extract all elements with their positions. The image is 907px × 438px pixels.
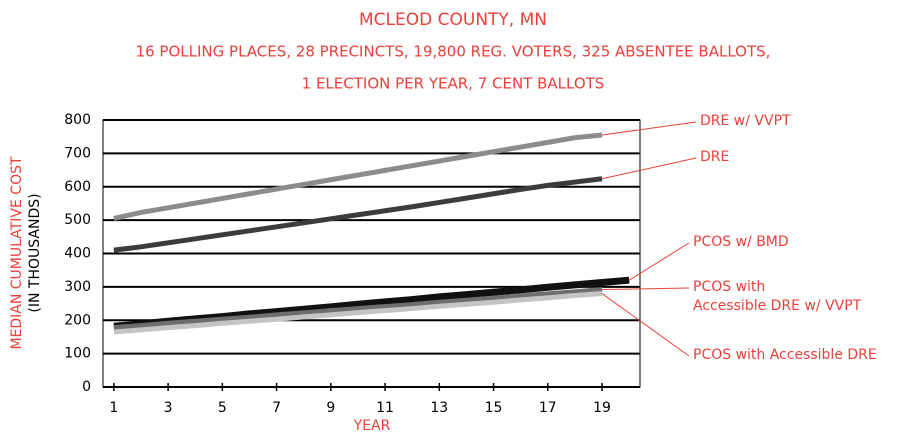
y-axis-unit: (IN THOUSANDS): [27, 193, 43, 312]
x-tick-label: 13: [430, 400, 448, 416]
y-tick-label: 300: [64, 279, 91, 295]
chart-subtitle: 16 POLLING PLACES, 28 PRECINCTS, 19,800 …: [136, 43, 771, 61]
y-tick-label: 700: [64, 145, 91, 161]
y-tick-label: 600: [64, 179, 91, 195]
leader-line: [601, 293, 690, 357]
y-tick-label: 100: [64, 346, 91, 362]
series-line: [113, 291, 603, 335]
series-label: PCOS with Accessible DRE: [693, 347, 877, 363]
x-tick-label: 19: [593, 400, 611, 416]
y-tick-label: 0: [82, 379, 91, 395]
plot-frame: [102, 119, 641, 388]
x-tick-label: 17: [539, 400, 557, 416]
series-line: [113, 287, 603, 331]
y-tick-label: 400: [64, 246, 91, 262]
y-axis-label: MEDIAN CUMULATIVE COST: [9, 156, 25, 350]
series-line: [113, 132, 603, 221]
series-label: DRE: [700, 149, 730, 165]
leader-line: [628, 242, 690, 281]
series-line: [113, 176, 603, 253]
series-label: PCOS w/ BMD: [693, 234, 789, 250]
x-tick-label: 7: [272, 400, 281, 416]
leader-line: [601, 121, 697, 136]
chart-subtitle: 1 ELECTION PER YEAR, 7 CENT BALLOTS: [302, 75, 605, 93]
series-label: DRE w/ VVPT: [700, 113, 791, 129]
x-axis-label: YEAR: [353, 418, 391, 434]
chart-title: MCLEOD COUNTY, MN: [359, 10, 547, 30]
leader-line: [602, 287, 690, 291]
series-label: PCOS with Accessible DRE w/ VVPT: [693, 279, 862, 314]
x-tick-label: 5: [218, 400, 227, 416]
y-tick-label: 800: [64, 112, 91, 128]
x-tick-label: 11: [376, 400, 394, 416]
x-tick-label: 15: [485, 400, 503, 416]
x-tick-label: 9: [326, 400, 335, 416]
y-tick-label: 500: [64, 212, 91, 228]
leader-line: [601, 157, 697, 180]
x-tick-label: 1: [109, 400, 118, 416]
x-tick-label: 3: [164, 400, 173, 416]
y-tick-label: 200: [64, 312, 91, 328]
